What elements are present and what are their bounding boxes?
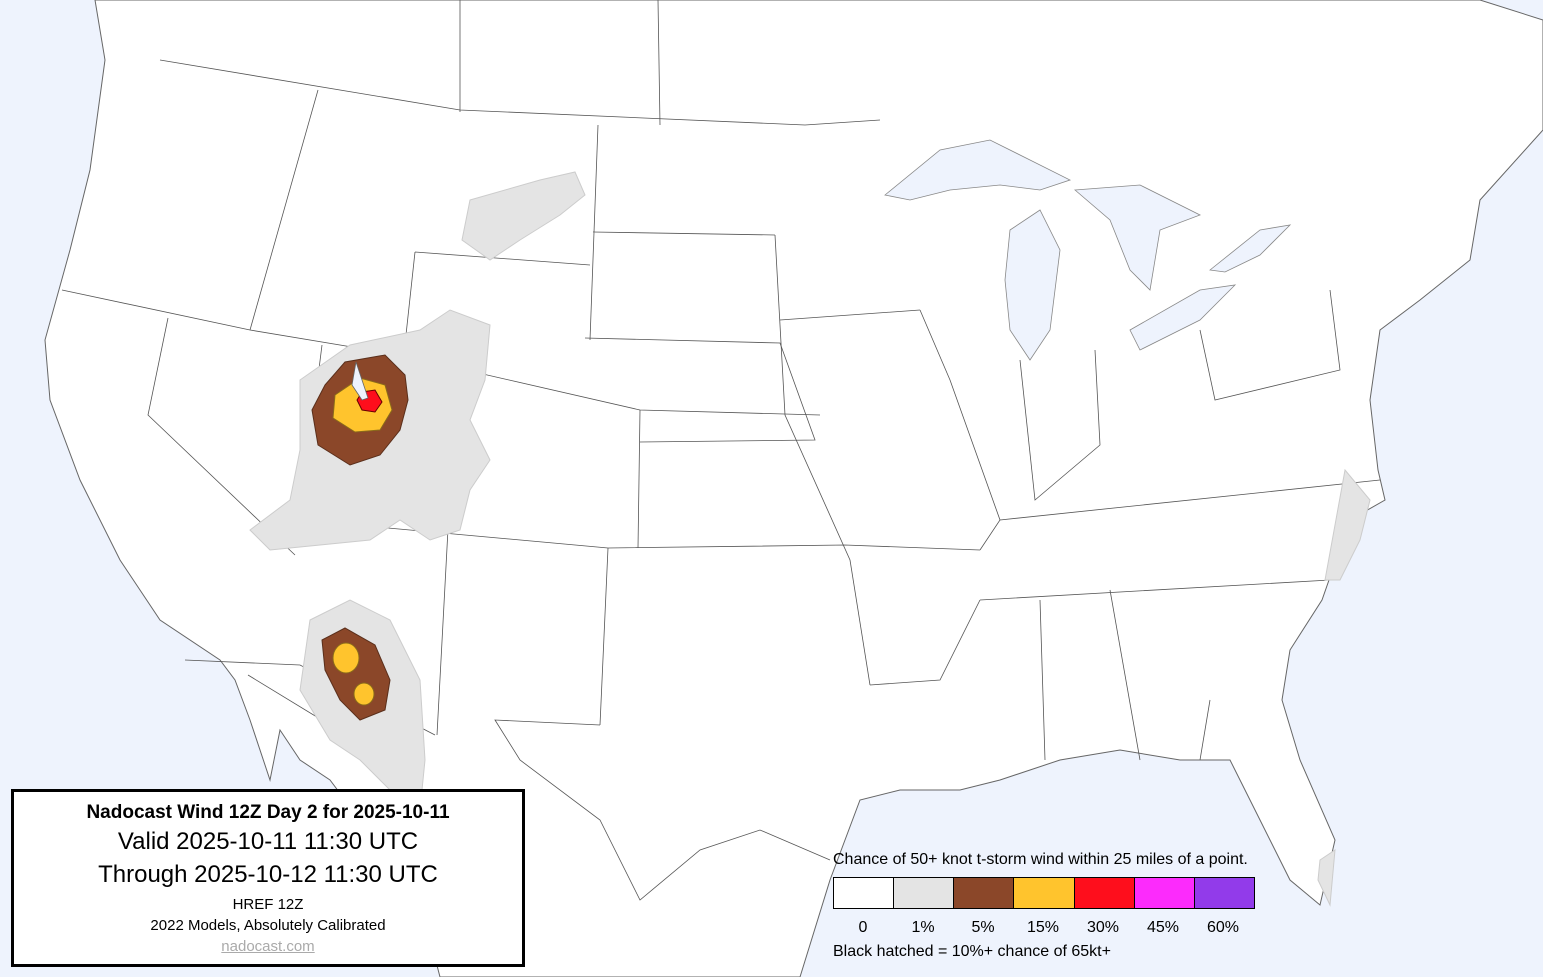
- legend-tick-label: 5%: [971, 919, 995, 936]
- legend-ticks: 0 1% 5% 15% 30% 45% 60%: [833, 919, 1253, 937]
- great-salt-lake: [351, 361, 369, 401]
- model-label: HREF 12Z: [232, 896, 304, 913]
- legend-tick-label: 45%: [1146, 919, 1180, 936]
- legend-swatch: [894, 878, 955, 908]
- legend-tick-label: 0: [858, 919, 868, 936]
- legend-tick-label: 15%: [1026, 919, 1060, 936]
- legend-swatch: [834, 878, 895, 908]
- through-time: Through 2025-10-12 11:30 UTC: [98, 861, 438, 888]
- calibration-label: 2022 Models, Absolutely Calibrated: [150, 917, 386, 934]
- legend-color-bar: [833, 877, 1255, 909]
- legend-tick-label: 1%: [911, 919, 935, 936]
- state-borders: [61, 0, 1381, 901]
- legend-note: Black hatched = 10%+ chance of 65kt+: [833, 943, 1111, 960]
- legend-swatch: [1194, 878, 1254, 908]
- legend-swatch: [1134, 878, 1195, 908]
- legend-title: Chance of 50+ knot t-storm wind within 2…: [833, 851, 1248, 868]
- legend-tick-label: 60%: [1206, 919, 1240, 936]
- forecast-title: Nadocast Wind 12Z Day 2 for 2025-10-11: [86, 802, 450, 823]
- legend-swatch: [954, 878, 1015, 908]
- forecast-info-box: Nadocast Wind 12Z Day 2 for 2025-10-11 V…: [11, 789, 525, 967]
- legend-swatch: [1014, 878, 1075, 908]
- nadocast-link[interactable]: nadocast.com: [221, 938, 315, 955]
- legend-tick-label: 30%: [1086, 919, 1120, 936]
- great-lakes: [884, 139, 1292, 361]
- legend: Chance of 50+ knot t-storm wind within 2…: [833, 851, 1273, 961]
- legend-swatch: [1074, 878, 1135, 908]
- valid-time: Valid 2025-10-11 11:30 UTC: [117, 828, 419, 855]
